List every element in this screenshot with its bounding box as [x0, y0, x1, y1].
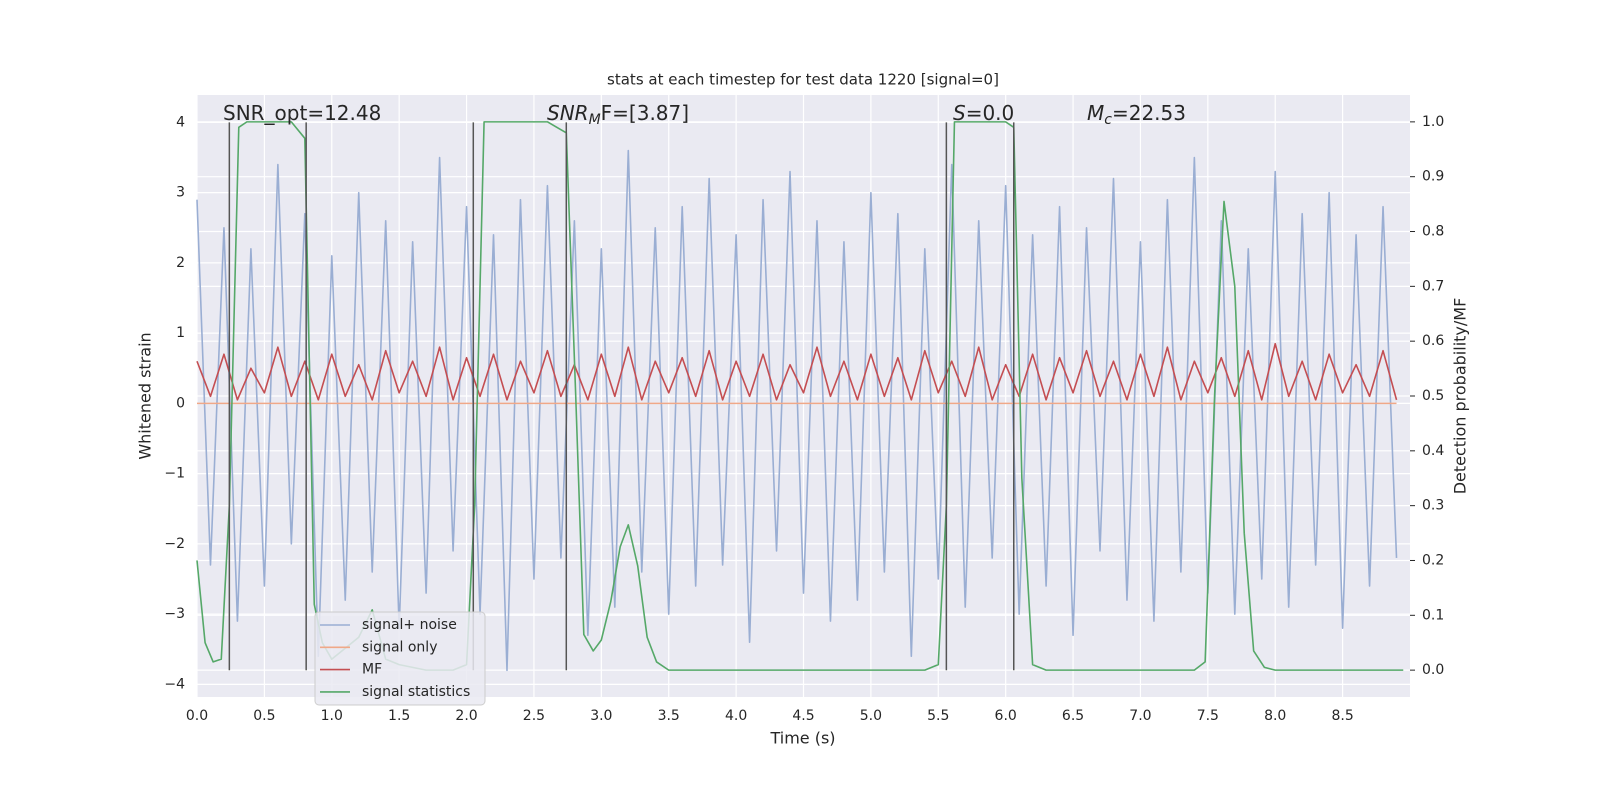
- x-tick-label: 7.0: [1129, 708, 1151, 724]
- x-tick-label: 6.0: [995, 708, 1017, 724]
- annotation-part: c: [1104, 112, 1112, 128]
- x-tick-label: 3.5: [658, 708, 680, 724]
- x-tick-label: 1.5: [388, 708, 410, 724]
- y-tick-label: −2: [164, 536, 185, 552]
- x-tick-label: 8.0: [1264, 708, 1286, 724]
- y-tick-label: 4: [176, 114, 185, 130]
- y2-tick-label: 0.1: [1422, 607, 1444, 623]
- series-line: [196, 121, 1404, 671]
- y-tick-label: 0: [176, 395, 185, 411]
- legend-label: signal+ noise: [362, 617, 457, 633]
- annotation-part: S: [953, 101, 966, 125]
- y2-tick-label: 0.5: [1422, 388, 1444, 404]
- x-tick-label: 7.5: [1197, 708, 1219, 724]
- legend-label: signal only: [362, 639, 437, 655]
- y2-tick-label: 0.6: [1422, 333, 1444, 349]
- series-line: [196, 149, 1398, 672]
- legend-label: signal statistics: [362, 684, 470, 700]
- annotation-part: M: [589, 112, 601, 128]
- x-tick-label: 8.5: [1331, 708, 1353, 724]
- x-tick-label: 4.5: [792, 708, 814, 724]
- annotation-part: F=[3.87]: [601, 101, 689, 125]
- annotation: SNR_opt=12.48: [223, 101, 381, 125]
- annotation-part: SNR: [547, 101, 589, 125]
- x-tick-label: 5.0: [860, 708, 882, 724]
- x-tick-label: 6.5: [1062, 708, 1084, 724]
- legend-box: [314, 611, 486, 706]
- y-tick-label: 1: [176, 325, 185, 341]
- x-tick-label: 5.5: [927, 708, 949, 724]
- legend: signal+ noise signal only MF signal statist…: [314, 611, 486, 706]
- y2-tick-label: 0.0: [1422, 662, 1444, 678]
- y2-tick-label: 0.8: [1422, 224, 1444, 240]
- x-tick-label: 2.5: [523, 708, 545, 724]
- y2-tick-label: 1.0: [1422, 114, 1444, 130]
- x-tick-label: 0.0: [186, 708, 208, 724]
- y-axis-label: Whitened strain: [136, 332, 155, 459]
- chart-title: stats at each timestep for test data 122…: [607, 71, 999, 89]
- annotation: Mc=22.53: [1087, 101, 1186, 129]
- annotation: S=0.0: [953, 101, 1014, 125]
- y-tick-label: 3: [176, 185, 185, 201]
- y2-tick-label: 0.3: [1422, 498, 1444, 514]
- x-axis-label: Time (s): [769, 729, 835, 748]
- y2-tick-label: 0.2: [1422, 552, 1444, 568]
- y-tick-label: −4: [164, 676, 185, 692]
- y2-axis-label: Detection probability/MF: [1451, 298, 1470, 495]
- x-tick-label: 3.0: [590, 708, 612, 724]
- x-tick-label: 1.0: [321, 708, 343, 724]
- y2-tick-label: 0.9: [1422, 169, 1444, 185]
- y2-tick-label: 0.4: [1422, 443, 1444, 459]
- annotation-part: M: [1087, 101, 1104, 125]
- y2-tick-label: 0.7: [1422, 278, 1444, 294]
- y-tick-label: −3: [164, 606, 185, 622]
- annotation-part: =0.0: [966, 101, 1015, 125]
- x-tick-label: 0.5: [253, 708, 275, 724]
- y-tick-label: 2: [176, 255, 185, 271]
- x-tick-label: 4.0: [725, 708, 747, 724]
- annotation: SNRMF=[3.87]: [547, 101, 689, 129]
- x-tick-label: 2.0: [455, 708, 477, 724]
- legend-label: MF: [362, 662, 382, 678]
- annotation-part: =22.53: [1112, 101, 1186, 125]
- series-line: [196, 342, 1398, 401]
- y-tick-label: −1: [164, 466, 185, 482]
- annotation-part: SNR_opt=12.48: [223, 101, 381, 125]
